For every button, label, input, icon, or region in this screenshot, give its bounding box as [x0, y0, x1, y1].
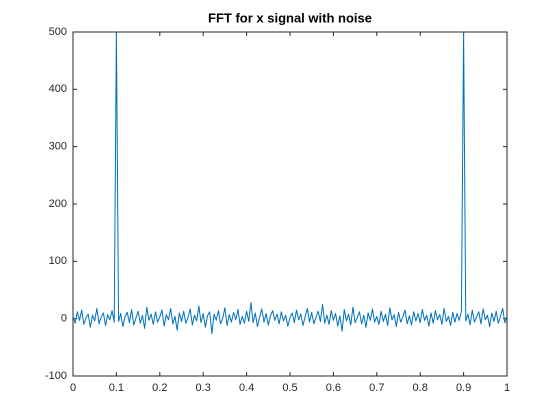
y-tick-label: 500 — [49, 26, 67, 38]
chart-title: FFT for x signal with noise — [208, 10, 372, 25]
x-tick-label: 0.1 — [109, 382, 124, 394]
y-tick-label: 0 — [61, 313, 67, 325]
x-tick-label: 0.8 — [413, 382, 428, 394]
x-tick-label: 0.2 — [152, 382, 167, 394]
y-tick-label: 200 — [49, 198, 67, 210]
y-tick-label: 100 — [49, 255, 67, 267]
y-tick-label: 300 — [49, 141, 67, 153]
x-tick-label: 0.6 — [326, 382, 341, 394]
x-tick-label: 0 — [70, 382, 76, 394]
x-tick-label: 1 — [504, 382, 510, 394]
x-tick-label: 0.4 — [239, 382, 254, 394]
y-tick-label: 400 — [49, 83, 67, 95]
data-line — [72, 31, 508, 335]
y-tick-label: -100 — [45, 370, 67, 382]
x-tick-label: 0.7 — [369, 382, 384, 394]
x-tick-label: 0.5 — [282, 382, 297, 394]
x-tick-label: 0.3 — [196, 382, 211, 394]
x-tick-label: 0.9 — [456, 382, 471, 394]
